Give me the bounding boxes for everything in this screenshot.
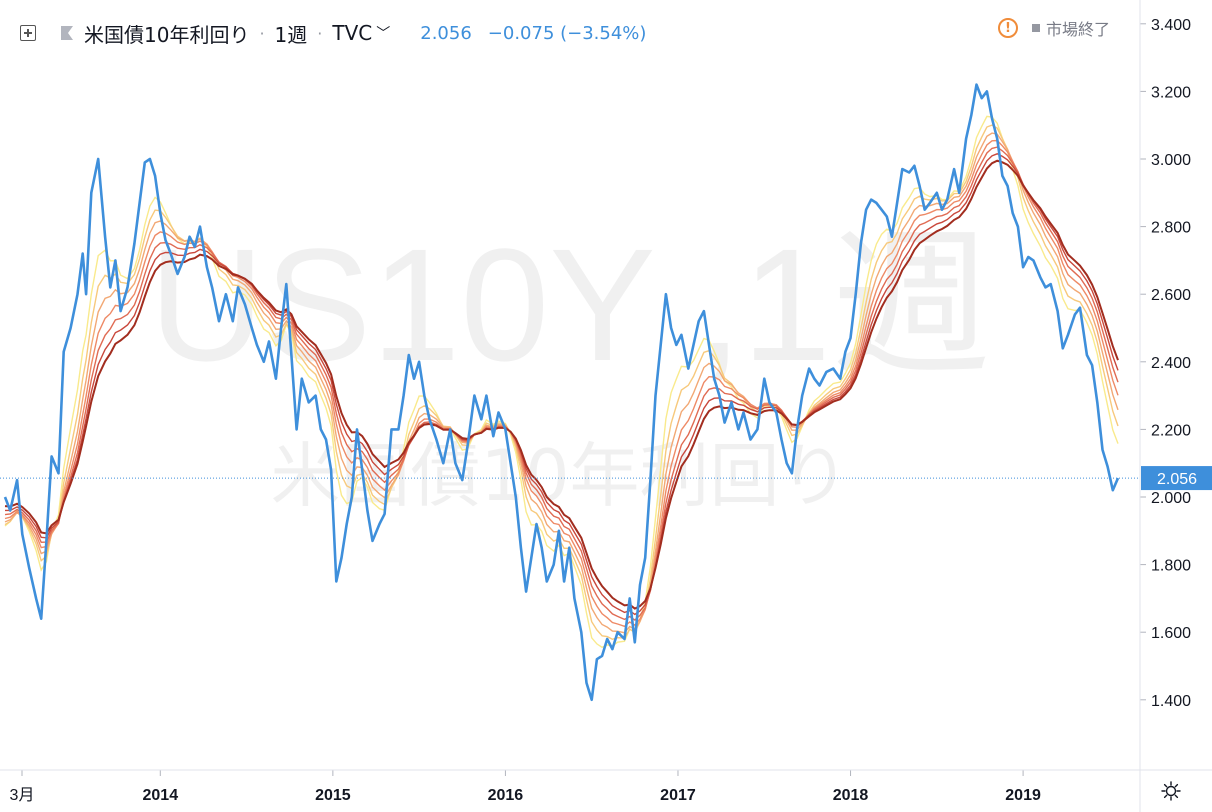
gear-icon[interactable] <box>1161 781 1181 801</box>
x-tick-label: 2014 <box>143 787 179 804</box>
status-square-icon <box>1032 24 1040 32</box>
y-tick-label: 2.000 <box>1151 490 1191 507</box>
watermark-ticker: US10Y ,1週 <box>149 215 991 394</box>
y-tick-label: 3.200 <box>1151 84 1191 101</box>
y-tick-label: 1.800 <box>1151 558 1191 575</box>
x-tick-label: 2015 <box>315 787 351 804</box>
x-tick-label: 2018 <box>833 787 869 804</box>
y-tick-label: 1.600 <box>1151 625 1191 642</box>
separator-dot: · <box>317 23 323 43</box>
ribbon-ma-line <box>4 159 1119 610</box>
interval-label[interactable]: 1週 <box>274 22 308 47</box>
y-tick-label: 3.400 <box>1151 17 1191 34</box>
market-status[interactable]: ! 市場終了 <box>998 16 1110 40</box>
x-tick-label: 2017 <box>660 787 696 804</box>
current-price-label-text: 2.056 <box>1157 471 1197 488</box>
price-line-layer <box>3 83 1120 702</box>
separator-dot: · <box>259 23 265 43</box>
current-price-label-box <box>1141 466 1212 491</box>
y-tick-label: 2.400 <box>1151 355 1191 372</box>
chevron-down-icon[interactable]: ﹀ <box>376 26 391 42</box>
y-axis[interactable]: 3.400 3.200 3.000 2.800 2.600 2.400 2.200 2.000… <box>1140 17 1191 710</box>
ribbon-ma-line <box>5 153 1119 616</box>
current-price-label: 2.056 <box>1141 466 1212 491</box>
x-axis[interactable]: 3月 2014 2015 2016 2017 2018 2019 <box>10 770 1041 804</box>
y-tick-label: 2.800 <box>1151 220 1191 237</box>
y-tick-label: 1.400 <box>1151 693 1191 710</box>
y-tick-label: 3.000 <box>1151 152 1191 169</box>
market-status-label: 市場終了 <box>1046 20 1111 39</box>
legend-header: 米国債10年利回り · 1週 · TVC ﹀ 2.056 −0.075 (−3.… <box>20 18 646 48</box>
x-tick-label: 2019 <box>1005 787 1041 804</box>
price-line <box>3 83 1120 702</box>
x-tick-label: 2016 <box>488 787 524 804</box>
price-change: −0.075 (−3.54%) <box>487 22 647 44</box>
ribbon-ma-line <box>4 132 1119 634</box>
source-label[interactable]: TVC <box>332 21 373 45</box>
last-value: 2.056 <box>420 22 472 44</box>
symbol-name[interactable]: 米国債10年利回り <box>84 22 250 47</box>
x-tick-label: 3月 <box>10 787 35 804</box>
flag-icon[interactable] <box>60 25 74 41</box>
y-tick-label: 2.600 <box>1151 287 1191 304</box>
plus-square-icon[interactable] <box>20 25 36 41</box>
warning-circle-icon[interactable]: ! <box>998 18 1018 38</box>
y-tick-label: 2.200 <box>1151 422 1191 439</box>
